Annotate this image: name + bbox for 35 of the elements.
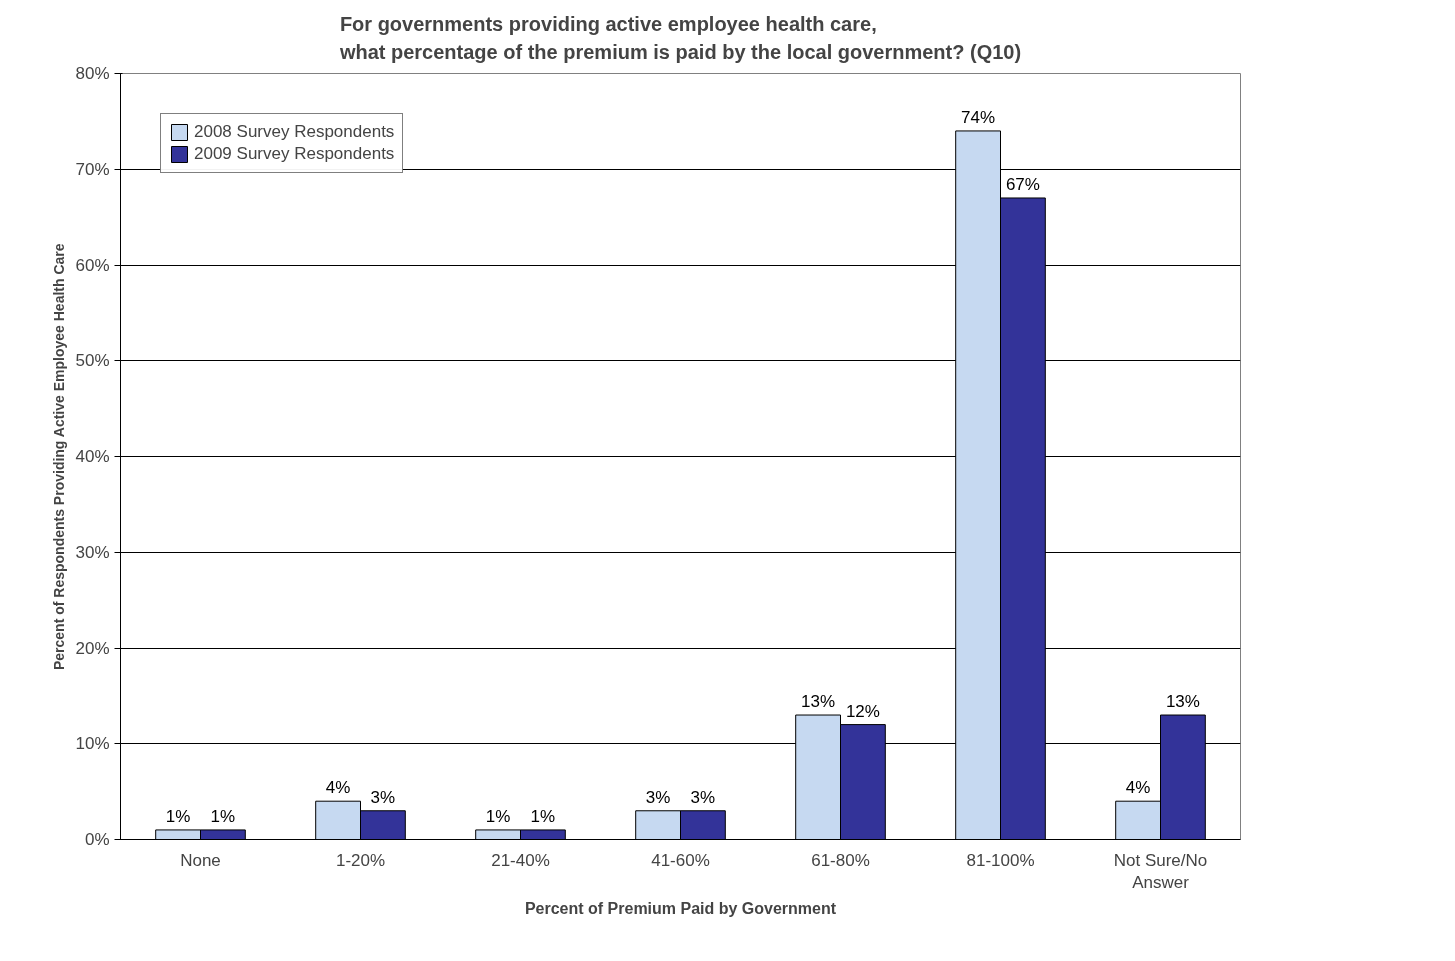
y-axis-title: Percent of Respondents Providing Active Employee Health Care bbox=[51, 243, 68, 671]
y-tick-label: 70% bbox=[75, 159, 110, 179]
data-label: 3% bbox=[370, 787, 396, 807]
y-tick-label: 50% bbox=[75, 351, 110, 371]
y-tick-label: 30% bbox=[75, 542, 110, 562]
x-tick-label: Not Sure/No Answer bbox=[1113, 850, 1208, 893]
y-tick-label: 20% bbox=[75, 638, 110, 658]
y-tick-label: 40% bbox=[75, 447, 110, 466]
data-label: 12% bbox=[845, 701, 880, 721]
x-tick-label: 1-20% bbox=[335, 850, 386, 870]
data-label: 1% bbox=[530, 806, 556, 826]
data-label: 4% bbox=[1125, 778, 1151, 798]
legend-label: 2008 Survey Respondents bbox=[194, 122, 395, 142]
chart-title: For governments providing active employee health care, what percentage of the premium is paid by the local government? (Q10) bbox=[338, 12, 1022, 64]
data-label: 13% bbox=[801, 692, 836, 712]
y-tick-label: 10% bbox=[75, 734, 110, 754]
data-label: 4% bbox=[325, 778, 351, 798]
data-label: 13% bbox=[1165, 692, 1200, 712]
legend-label: 2009 Survey Respondents bbox=[194, 144, 395, 164]
data-label: 3% bbox=[690, 787, 716, 807]
x-tick-label: 61-80% bbox=[811, 850, 870, 870]
x-tick-label: 81-100% bbox=[966, 850, 1035, 870]
data-label: 3% bbox=[645, 787, 671, 807]
y-tick-label: 0% bbox=[84, 830, 110, 849]
data-label: 1% bbox=[165, 806, 191, 826]
y-tick-label: 80% bbox=[75, 64, 110, 83]
y-tick-label: 60% bbox=[75, 255, 110, 275]
data-label: 1% bbox=[485, 806, 511, 826]
x-tick-label: 21-40% bbox=[491, 850, 550, 870]
data-label: 74% bbox=[961, 107, 996, 127]
x-tick-label: None bbox=[180, 850, 221, 870]
x-tick-label: 41-60% bbox=[651, 850, 710, 870]
data-label: 1% bbox=[210, 806, 236, 826]
x-axis-title: Percent of Premium Paid by Government bbox=[524, 900, 837, 918]
data-label: 67% bbox=[1005, 174, 1040, 194]
